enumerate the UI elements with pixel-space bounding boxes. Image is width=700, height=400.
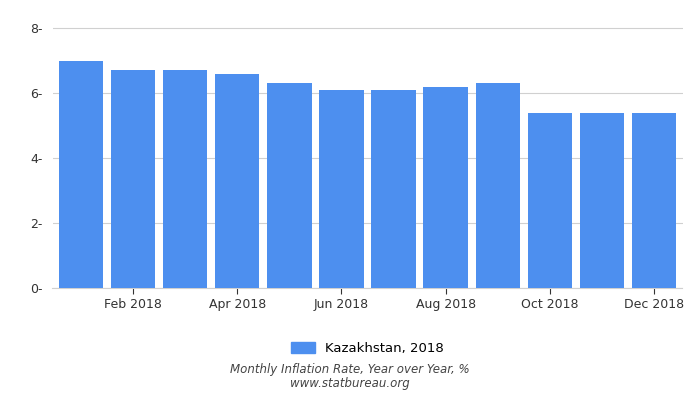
Bar [319,90,363,288]
Legend: Kazakhstan, 2018: Kazakhstan, 2018 [291,342,444,355]
Bar [528,113,572,288]
Bar [475,84,520,288]
Text: Monthly Inflation Rate, Year over Year, %: Monthly Inflation Rate, Year over Year, … [230,364,470,376]
Bar [59,61,104,288]
Bar [267,84,312,288]
Bar [163,70,207,288]
Bar [372,90,416,288]
Bar [631,113,676,288]
Bar [424,87,468,288]
Text: www.statbureau.org: www.statbureau.org [290,377,410,390]
Bar [580,113,624,288]
Bar [111,70,155,288]
Bar [215,74,260,288]
